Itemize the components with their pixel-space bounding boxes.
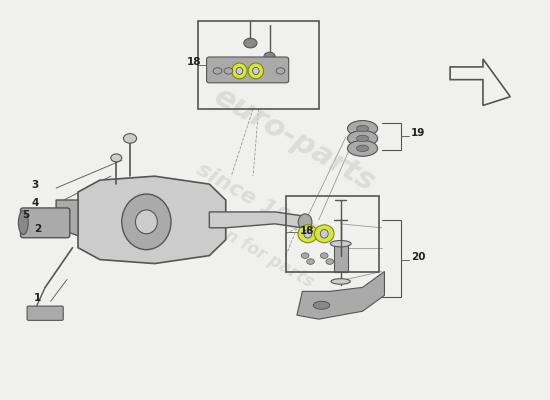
Ellipse shape: [315, 225, 334, 243]
Ellipse shape: [122, 194, 171, 250]
FancyBboxPatch shape: [20, 208, 70, 238]
Circle shape: [244, 38, 257, 48]
Text: a passion for parts: a passion for parts: [155, 188, 316, 291]
Circle shape: [224, 68, 233, 74]
FancyBboxPatch shape: [27, 306, 63, 320]
Text: 18: 18: [186, 57, 201, 67]
Text: 19: 19: [411, 128, 425, 138]
Ellipse shape: [18, 211, 28, 234]
Circle shape: [264, 52, 275, 60]
Circle shape: [307, 259, 315, 264]
Bar: [199, 21, 319, 109]
Text: 2: 2: [34, 224, 41, 234]
Ellipse shape: [348, 120, 378, 136]
Text: 18: 18: [300, 226, 314, 236]
Polygon shape: [56, 200, 78, 236]
Polygon shape: [210, 212, 302, 228]
Ellipse shape: [356, 145, 369, 152]
Circle shape: [326, 259, 333, 264]
Bar: [333, 244, 348, 272]
Ellipse shape: [330, 240, 351, 247]
Text: 3: 3: [31, 180, 38, 190]
Ellipse shape: [320, 230, 328, 238]
Text: 4: 4: [31, 198, 39, 208]
Text: 1: 1: [34, 293, 41, 303]
Circle shape: [213, 68, 222, 74]
Text: euro-parts: euro-parts: [210, 82, 381, 198]
Polygon shape: [78, 176, 226, 264]
FancyBboxPatch shape: [207, 57, 289, 83]
Bar: [286, 196, 379, 272]
Ellipse shape: [356, 135, 369, 142]
Ellipse shape: [298, 214, 312, 230]
Ellipse shape: [356, 125, 369, 132]
Circle shape: [123, 134, 136, 143]
Ellipse shape: [135, 210, 157, 234]
Polygon shape: [297, 272, 384, 319]
Circle shape: [276, 68, 285, 74]
Ellipse shape: [248, 63, 263, 79]
Ellipse shape: [314, 301, 329, 309]
Ellipse shape: [304, 230, 312, 238]
Ellipse shape: [348, 140, 378, 156]
Text: 5: 5: [23, 210, 30, 220]
Circle shape: [321, 253, 328, 258]
Circle shape: [111, 154, 122, 162]
Ellipse shape: [331, 279, 350, 284]
Circle shape: [301, 253, 309, 258]
Ellipse shape: [232, 63, 247, 79]
Text: 20: 20: [411, 252, 425, 262]
Ellipse shape: [236, 67, 243, 74]
Text: since 1985: since 1985: [193, 159, 320, 244]
Ellipse shape: [252, 67, 259, 74]
Ellipse shape: [348, 130, 378, 146]
Ellipse shape: [298, 225, 318, 243]
